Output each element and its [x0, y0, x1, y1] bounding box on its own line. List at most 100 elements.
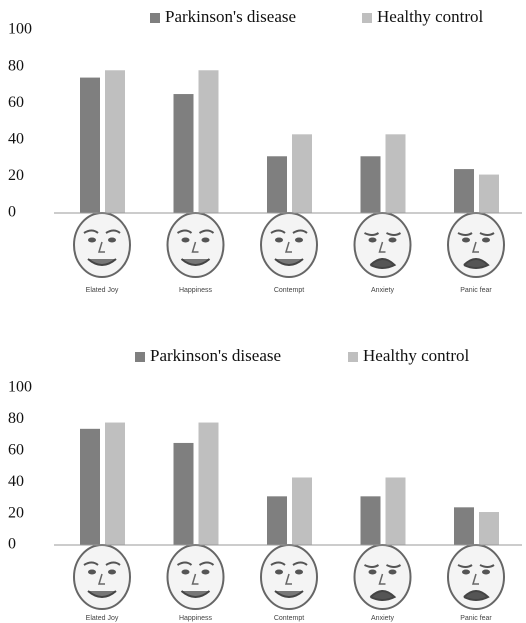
bar: [80, 428, 100, 545]
face-outline: [73, 212, 131, 278]
y-tick-label: 20: [8, 504, 24, 521]
bar: [173, 94, 194, 213]
legend-swatch: [135, 352, 145, 362]
chart: 0 20 40 60 80 100 Parkinson's disease Healthy c…: [8, 7, 522, 294]
bar: [173, 442, 194, 545]
legend-label: Parkinson's disease: [165, 7, 296, 26]
bar: [267, 496, 287, 545]
face-brow: [176, 229, 215, 234]
face-eye: [295, 569, 303, 575]
face-outline: [73, 544, 131, 610]
y-tick-label: 100: [8, 379, 32, 396]
x-tick-label: Panic fear: [460, 615, 492, 622]
chart: 0 20 40 60 80 100 Parkinson's disease Healthy c…: [8, 346, 522, 622]
y-tick-label: 80: [8, 410, 24, 427]
legend-label: Parkinson's disease: [150, 346, 281, 365]
bar: [267, 156, 287, 213]
x-tick-label: Elated Joy: [86, 287, 119, 294]
bar: [385, 477, 406, 545]
face-eye: [482, 237, 490, 243]
bar: [479, 174, 499, 213]
x-tick-label: Elated Joy: [86, 615, 119, 622]
face-eye: [388, 569, 397, 575]
bar: [454, 507, 474, 545]
face-eye: [181, 237, 190, 243]
face-mouth: [87, 590, 117, 598]
face-brow: [457, 564, 495, 568]
face-mouth: [369, 258, 397, 269]
face-nose: [97, 573, 105, 585]
face-eye: [275, 569, 283, 575]
bar: [360, 496, 381, 545]
face-mouth: [463, 590, 490, 601]
face-brow: [364, 564, 402, 568]
face-mouth: [369, 590, 397, 601]
face-eye: [388, 237, 397, 243]
y-tick-label: 0: [8, 536, 16, 553]
face-eye: [201, 237, 210, 243]
bar: [292, 134, 312, 213]
face-eye: [368, 569, 377, 575]
y-tick-label: 20: [8, 167, 24, 184]
bar: [198, 422, 219, 545]
x-tick-label: Happiness: [179, 287, 213, 294]
face-eye: [88, 237, 96, 243]
legend-label: Healthy control: [377, 7, 483, 26]
face-mouth: [87, 258, 117, 266]
face-nose: [191, 573, 199, 585]
x-tick-label: Happiness: [179, 615, 213, 622]
bar: [80, 77, 100, 213]
bar: [198, 70, 219, 213]
bar: [360, 156, 381, 213]
face-brow: [457, 232, 495, 236]
x-tick-label: Anxiety: [371, 615, 394, 622]
face-nose: [191, 241, 199, 253]
y-tick-label: 60: [8, 94, 24, 111]
face-eye: [462, 237, 470, 243]
face-nose: [378, 241, 386, 253]
face-mouth: [180, 590, 211, 598]
legend-label: Healthy control: [363, 346, 469, 365]
y-tick-label: 40: [8, 130, 24, 147]
legend-swatch: [348, 352, 358, 362]
face-eye: [108, 569, 116, 575]
legend-swatch: [362, 13, 372, 23]
face-eye: [88, 569, 96, 575]
face-nose: [284, 241, 292, 253]
face-outline: [166, 544, 225, 610]
face-brow: [364, 232, 402, 236]
y-tick-label: 100: [8, 21, 32, 38]
face-nose: [284, 573, 292, 585]
face-outline: [260, 544, 318, 610]
face-nose: [471, 573, 479, 585]
bar: [105, 422, 125, 545]
face-outline: [260, 212, 318, 278]
y-tick-label: 80: [8, 57, 24, 74]
face-eye: [462, 569, 470, 575]
x-tick-label: Anxiety: [371, 287, 394, 294]
bar: [479, 512, 499, 545]
face-mouth: [274, 258, 304, 266]
y-tick-label: 0: [8, 204, 16, 221]
face-brow: [176, 561, 215, 566]
x-tick-label: Contempt: [274, 287, 304, 294]
legend-swatch: [150, 13, 160, 23]
face-brow: [270, 561, 308, 566]
face-nose: [378, 573, 386, 585]
y-tick-label: 60: [8, 441, 24, 458]
face-nose: [471, 241, 479, 253]
bar: [454, 169, 474, 213]
face-mouth: [274, 590, 304, 598]
face-brow: [270, 229, 308, 234]
bar: [105, 70, 125, 213]
face-eye: [181, 569, 190, 575]
x-tick-label: Panic fear: [460, 287, 492, 294]
face-outline: [166, 212, 225, 278]
face-brow: [83, 229, 121, 234]
face-mouth: [180, 258, 211, 266]
face-eye: [275, 237, 283, 243]
face-brow: [83, 561, 121, 566]
face-eye: [482, 569, 490, 575]
face-eye: [201, 569, 210, 575]
bar: [385, 134, 406, 213]
